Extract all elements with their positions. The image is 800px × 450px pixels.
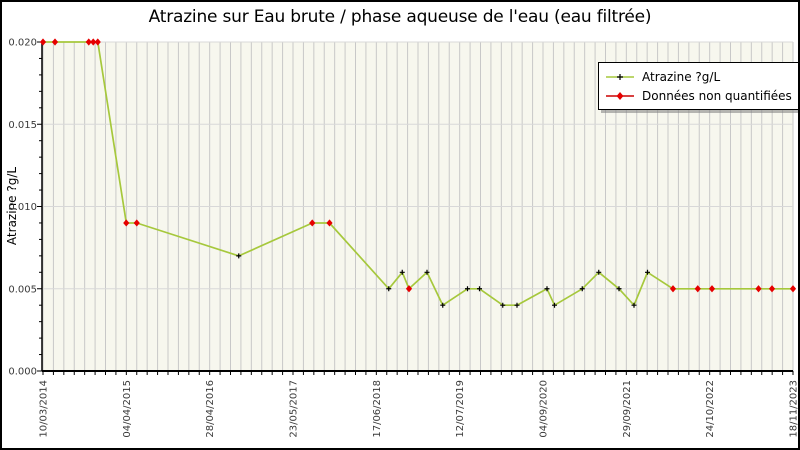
non-quantified-point-marker [768,285,776,293]
svg-text:28/04/2016: 28/04/2016 [205,380,216,438]
non-quantified-point-marker [85,38,92,46]
quantified-point-marker [465,286,470,292]
legend-label-atrazine: Atrazine ?g/L [642,69,721,84]
non-quantified-point-marker [90,38,97,46]
quantified-point-marker [236,253,242,259]
quantified-point-marker [596,269,602,275]
quantified-point-marker [477,286,482,292]
svg-text:04/09/2020: 04/09/2020 [539,380,550,438]
quantified-point-marker [386,286,392,292]
chart-legend: Atrazine ?g/L Données non quantifiées [598,62,798,110]
svg-text:24/10/2022: 24/10/2022 [705,380,716,438]
data-points [39,38,797,308]
svg-text:0.010: 0.010 [8,202,37,213]
non-quantified-point-marker [94,38,101,46]
svg-text:0.000: 0.000 [8,367,37,378]
quantified-point-marker [440,302,446,308]
legend-item-atrazine: Atrazine ?g/L [604,67,792,86]
quantified-point-marker [616,286,622,292]
legend-item-non-quantified: Données non quantifiées [604,86,792,105]
svg-text:23/05/2017: 23/05/2017 [289,380,300,438]
legend-label-non-quantified: Données non quantifiées [642,88,792,103]
svg-text:17/06/2018: 17/06/2018 [372,380,383,438]
non-quantified-point-marker [326,219,333,227]
svg-text:0.005: 0.005 [8,284,37,295]
non-quantified-point-marker [789,285,797,293]
y-tick-labels: 0.000 0.005 0.010 0.015 0.020 [8,38,37,378]
chart-title: Atrazine sur Eau brute / phase aqueuse d… [148,7,652,27]
quantified-point-marker [552,302,557,308]
svg-text:10/03/2014: 10/03/2014 [39,380,50,438]
non-quantified-point-marker [39,38,47,46]
quantified-point-marker [514,302,520,308]
quantified-point-marker [500,302,506,308]
non-quantified-point-marker [669,285,677,293]
non-quantified-point-marker [755,285,762,293]
svg-text:0.020: 0.020 [8,38,37,49]
green-line-plus-marker-icon [606,73,634,80]
non-quantified-point-marker [405,285,413,293]
svg-text:0.015: 0.015 [8,120,37,131]
non-quantified-point-marker [309,219,316,227]
svg-text:12/07/2019: 12/07/2019 [455,380,466,438]
quantified-point-marker [579,286,585,292]
non-quantified-point-marker [133,219,140,227]
quantified-point-marker [399,269,405,275]
red-diamond-marker-icon [606,91,634,100]
non-quantified-point-marker [694,285,701,293]
quantified-point-marker [424,269,430,275]
quantified-point-marker [631,302,637,308]
svg-text:04/04/2015: 04/04/2015 [122,380,133,438]
quantified-point-marker [645,269,650,275]
non-quantified-point-marker [51,38,59,46]
non-quantified-point-marker [123,219,130,227]
quantified-point-marker [544,286,550,292]
y-gridlines [42,41,793,290]
svg-text:18/11/2023: 18/11/2023 [789,380,800,438]
x-tick-labels: 10/03/2014 04/04/2015 28/04/2016 23/05/2017… [39,380,800,438]
non-quantified-point-marker [708,285,716,293]
svg-text:29/09/2021: 29/09/2021 [622,380,633,438]
